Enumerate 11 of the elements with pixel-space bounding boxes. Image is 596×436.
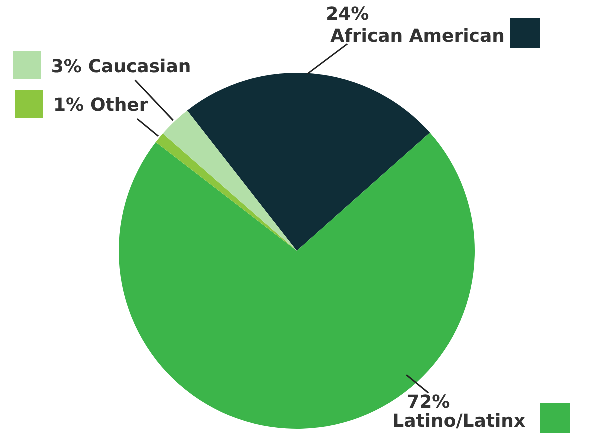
pie-slice bbox=[163, 110, 297, 251]
data-label: 1% bbox=[53, 95, 84, 116]
data-label: 3% bbox=[51, 56, 82, 78]
pie-slice bbox=[187, 73, 430, 251]
data-label: 24% bbox=[326, 4, 370, 26]
pie-slice bbox=[156, 134, 297, 251]
data-label: 72% bbox=[407, 392, 450, 414]
legend-label: African American bbox=[330, 26, 505, 48]
slice-label: Caucasian bbox=[88, 56, 192, 78]
slice-label: Other bbox=[90, 95, 148, 116]
legend-label: Latino/Latinx bbox=[392, 411, 526, 432]
